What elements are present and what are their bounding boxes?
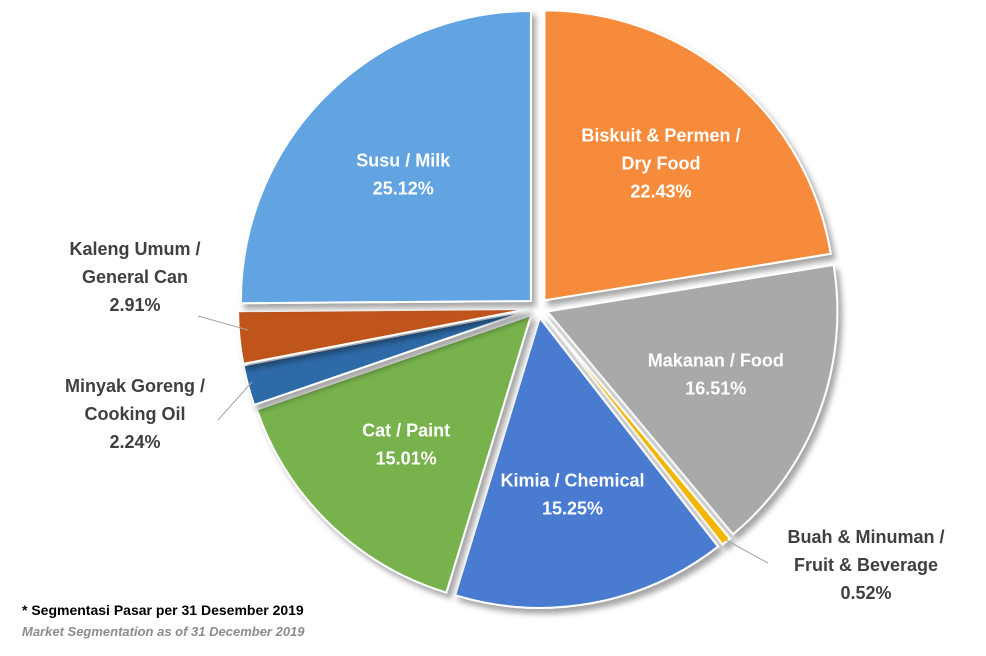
pie-slice-kimia-chemical <box>453 315 720 609</box>
slice-label-biskuit-permen: Biskuit & Permen / Dry Food 22.43% <box>581 125 740 201</box>
pie-slice-kaleng-umum <box>237 307 529 366</box>
slice-label-makanan-food: Makanan / Food 16.51% <box>648 350 784 398</box>
leader-line-buah-minuman <box>725 539 769 564</box>
slice-label-susu-milk: Susu / Milk 25.12% <box>356 150 451 198</box>
pie-slice-makanan-food <box>545 263 839 536</box>
slice-label-cat-paint: Cat / Paint 15.01% <box>362 421 450 469</box>
leader-line-kaleng-umum <box>197 315 249 331</box>
pie-slice-cat-paint <box>255 313 533 594</box>
leader-line-minyak-goreng <box>217 381 253 421</box>
slice-label-kaleng-umum: Kaleng Umum / General Can 2.91% <box>69 239 200 315</box>
slice-label-minyak-goreng: Minyak Goreng / Cooking Oil 2.24% <box>65 376 205 452</box>
pie-slice-buah-minuman <box>543 315 732 546</box>
pie-slice-biskuit-permen <box>543 9 832 302</box>
pie-slice-minyak-goreng <box>242 309 529 407</box>
footnote-sub: Market Segmentation as of 31 December 20… <box>22 624 305 639</box>
slice-label-kimia-chemical: Kimia / Chemical 15.25% <box>500 471 644 519</box>
slice-label-buah-minuman: Buah & Minuman / Fruit & Beverage 0.52% <box>788 527 945 603</box>
pie-slice-susu-milk <box>239 9 532 305</box>
footnote-main: * Segmentasi Pasar per 31 Desember 2019 <box>22 602 304 618</box>
